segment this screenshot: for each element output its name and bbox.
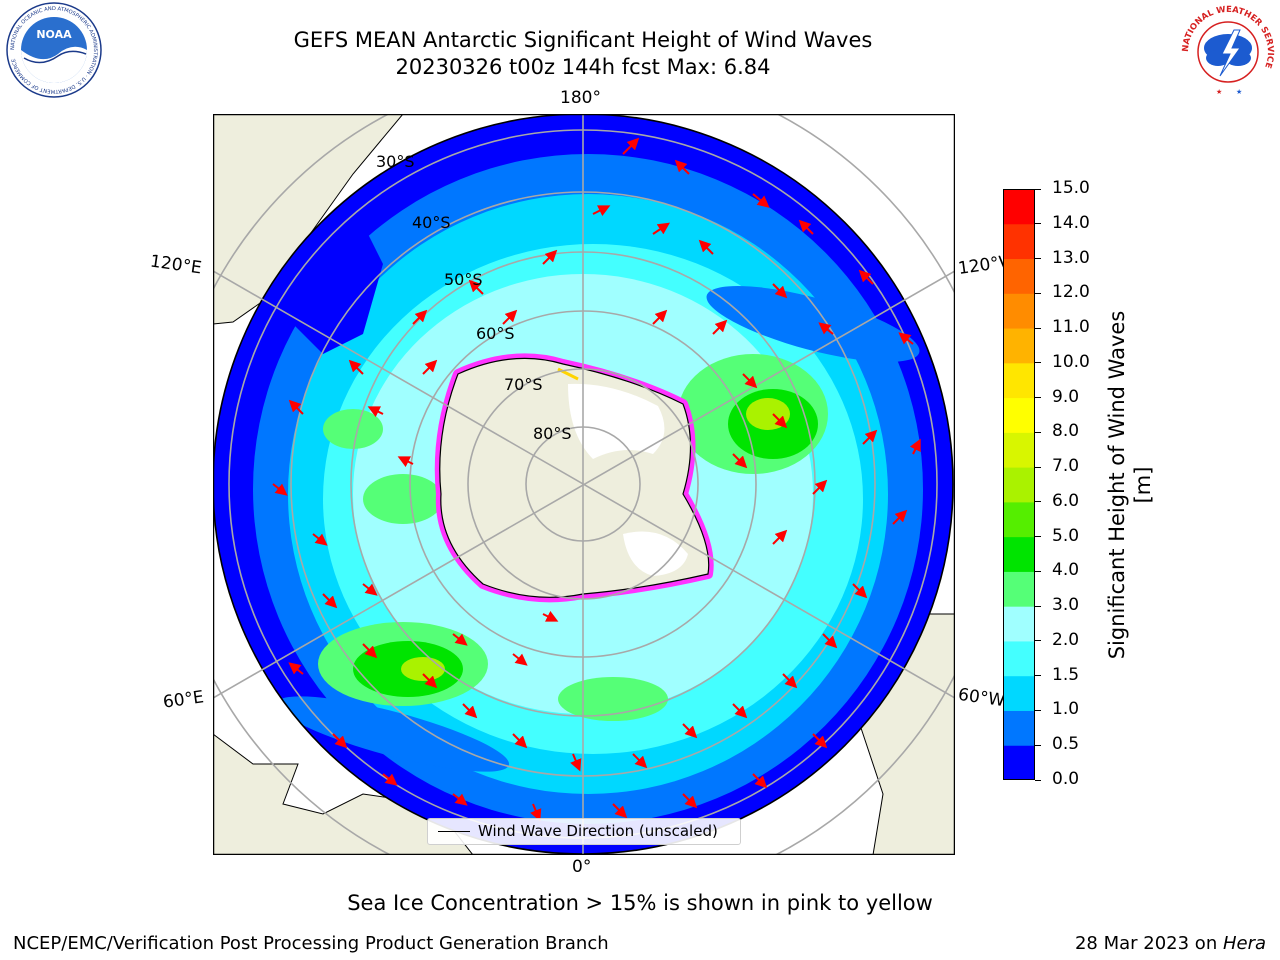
colorbar-tick-mark xyxy=(1035,605,1041,607)
colorbar-tick-label: 12.0 xyxy=(1052,282,1090,303)
legend-text: Wind Wave Direction (unscaled) xyxy=(478,822,718,840)
colorbar-segment xyxy=(1003,640,1035,677)
nws-logo: NATIONAL WEATHER SERVICE ★ ★ xyxy=(1178,2,1278,102)
colorbar-tick-mark xyxy=(1035,675,1041,677)
colorbar-segment xyxy=(1003,501,1035,538)
colorbar-tick-mark xyxy=(1035,570,1041,572)
lon-label-180: 180° xyxy=(560,88,601,108)
lat-label-40s: 40°S xyxy=(412,213,451,232)
colorbar-tick-label: 7.0 xyxy=(1052,456,1080,477)
colorbar-segment xyxy=(1003,536,1035,572)
lat-label-70s: 70°S xyxy=(504,375,543,394)
sea-ice-note: Sea Ice Concentration > 15% is shown in … xyxy=(347,891,933,915)
lat-label-60s: 60°S xyxy=(476,324,515,343)
colorbar-label: Significant Height of Wind Waves [m] xyxy=(1105,310,1155,660)
noaa-logo: NATIONAL OCEANIC AND ATMOSPHERIC ADMINIS… xyxy=(6,2,102,98)
colorbar xyxy=(1003,189,1035,781)
lat-label-30s: 30°S xyxy=(376,152,415,171)
colorbar-tick-label: 8.0 xyxy=(1052,421,1080,442)
wave-direction-arrows xyxy=(272,137,921,822)
colorbar-segment xyxy=(1003,362,1035,399)
lon-label-120e: 120°E xyxy=(148,251,203,279)
colorbar-tick-mark xyxy=(1035,466,1041,468)
chart-subtitle: 20230326 t00z 144h fcst Max: 6.84 xyxy=(395,55,771,79)
colorbar-segment xyxy=(1003,467,1035,503)
colorbar-tick-label: 6.0 xyxy=(1052,490,1080,511)
colorbar-border xyxy=(1003,189,1035,780)
colorbar-tick-mark xyxy=(1035,362,1041,364)
colorbar-tick-mark xyxy=(1035,536,1041,538)
colorbar-tick-label: 0.5 xyxy=(1052,734,1080,755)
colorbar-tick-mark xyxy=(1035,431,1041,433)
colorbar-tick-label: 1.5 xyxy=(1052,664,1080,685)
colorbar-tick-label: 5.0 xyxy=(1052,525,1080,546)
colorbar-tick-mark xyxy=(1035,501,1041,503)
colorbar-tick-label: 14.0 xyxy=(1052,212,1090,233)
colorbar-segment xyxy=(1003,710,1035,746)
colorbar-tick-mark xyxy=(1035,640,1041,642)
lon-label-0: 0° xyxy=(572,857,592,877)
colorbar-tick-label: 11.0 xyxy=(1052,317,1090,338)
colorbar-segment xyxy=(1003,571,1035,607)
colorbar-tick-mark xyxy=(1035,188,1041,190)
lat-label-80s: 80°S xyxy=(533,424,572,443)
lat-label-50s: 50°S xyxy=(444,270,483,289)
colorbar-tick-label: 2.0 xyxy=(1052,629,1080,650)
colorbar-tick-mark xyxy=(1035,292,1041,294)
footer-left: NCEP/EMC/Verification Post Processing Pr… xyxy=(13,933,609,954)
colorbar-segment xyxy=(1003,223,1035,260)
footer-date-text: 28 Mar 2023 on xyxy=(1074,933,1223,954)
colorbar-tick-mark xyxy=(1035,397,1041,399)
colorbar-segment xyxy=(1003,293,1035,329)
antarctica xyxy=(434,353,714,603)
colorbar-tick-mark xyxy=(1035,327,1041,329)
colorbar-segment xyxy=(1003,745,1035,781)
colorbar-segment xyxy=(1003,675,1035,711)
svg-text:★: ★ xyxy=(1216,88,1222,96)
colorbar-tick-label: 0.0 xyxy=(1052,769,1080,789)
colorbar-segment xyxy=(1003,397,1035,433)
colorbar-tick-label: 4.0 xyxy=(1052,560,1080,581)
colorbar-tick-mark xyxy=(1035,779,1041,781)
colorbar-tick-label: 1.0 xyxy=(1052,699,1080,720)
map-legend: Wind Wave Direction (unscaled) xyxy=(427,818,741,845)
footer-date: 28 Mar 2023 on Hera xyxy=(1075,933,1266,954)
colorbar-tick-label: 9.0 xyxy=(1052,386,1080,407)
colorbar-tick-mark xyxy=(1035,223,1041,225)
colorbar-tick-mark xyxy=(1035,744,1041,746)
colorbar-segment xyxy=(1003,258,1035,294)
polar-map xyxy=(212,113,956,856)
colorbar-segment xyxy=(1003,328,1035,364)
noaa-logo-text: NOAA xyxy=(36,28,72,41)
footer-machine: Hera xyxy=(1222,933,1266,954)
colorbar-tick-label: 3.0 xyxy=(1052,595,1080,616)
lon-label-60e: 60°E xyxy=(161,687,206,713)
chart-title: GEFS MEAN Antarctic Significant Height o… xyxy=(293,28,873,52)
lon-label-60w: 60°W xyxy=(956,684,1007,712)
colorbar-tick-mark xyxy=(1035,258,1041,260)
colorbar-tick-label: 13.0 xyxy=(1052,247,1090,268)
colorbar-tick-mark xyxy=(1035,709,1041,711)
svg-text:★: ★ xyxy=(1236,88,1242,96)
legend-line-sample xyxy=(438,831,470,832)
colorbar-tick-label: 15.0 xyxy=(1052,178,1090,198)
colorbar-segment xyxy=(1003,606,1035,642)
colorbar-tick-label: 10.0 xyxy=(1052,351,1090,372)
colorbar-segment xyxy=(1003,189,1035,225)
colorbar-segment xyxy=(1003,432,1035,468)
